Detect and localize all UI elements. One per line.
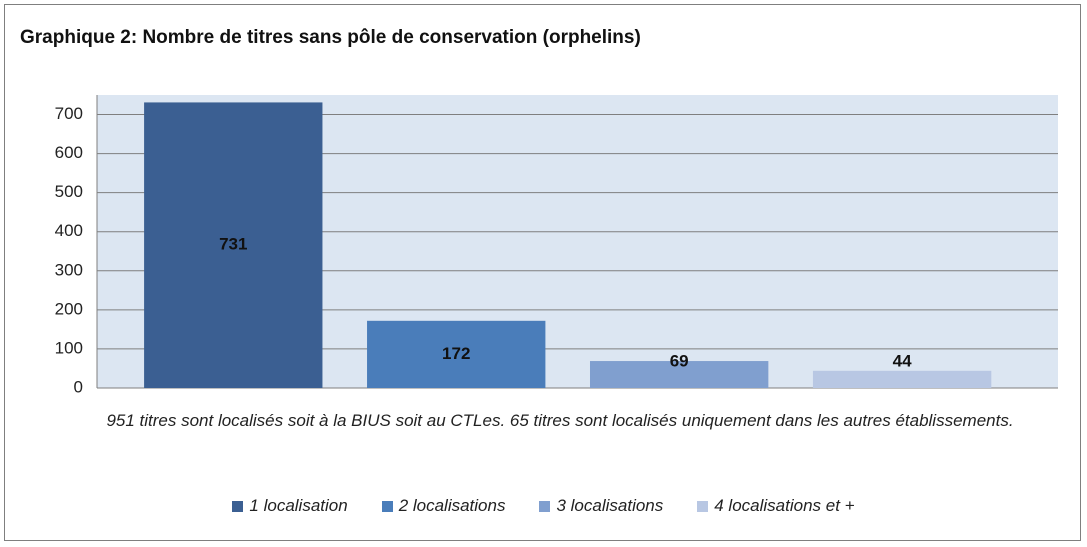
y-tick-label: 400 xyxy=(55,221,83,240)
y-tick-label: 700 xyxy=(55,104,83,123)
legend-label: 4 localisations et + xyxy=(714,496,855,515)
legend: 1 localisation 2 localisations 3 localisat… xyxy=(0,496,1087,516)
y-tick-label: 300 xyxy=(55,260,83,279)
data-label: 69 xyxy=(670,351,689,370)
bar xyxy=(589,361,769,388)
y-tick-label: 100 xyxy=(55,338,83,357)
legend-swatch xyxy=(697,500,709,512)
data-label: 172 xyxy=(442,344,470,363)
chart-title: Graphique 2: Nombre de titres sans pôle … xyxy=(20,27,641,48)
legend-swatch xyxy=(381,500,393,512)
bar xyxy=(144,102,323,388)
legend-label: 1 localisation xyxy=(249,496,348,515)
legend-item: 3 localisations xyxy=(539,496,663,516)
y-tick-label: 600 xyxy=(55,143,83,162)
legend-label: 3 localisations xyxy=(556,496,664,515)
y-tick-label: 500 xyxy=(55,182,83,201)
legend-item: 4 localisations et + xyxy=(697,496,855,516)
legend-item: 2 localisations xyxy=(381,496,506,516)
data-label: 44 xyxy=(893,351,912,370)
y-tick-label: 0 xyxy=(74,377,83,396)
legend-swatch xyxy=(539,500,551,512)
legend-swatch xyxy=(232,500,244,512)
y-tick-label: 200 xyxy=(55,299,83,318)
chart-frame xyxy=(4,4,1081,541)
legend-label: 2 localisations xyxy=(398,496,506,515)
legend-item: 1 localisation xyxy=(232,496,348,516)
data-label: 731 xyxy=(219,235,247,254)
x-axis-label: 951 titres sont localisés soit à la BIUS… xyxy=(106,411,1014,430)
bar xyxy=(367,320,546,388)
bar xyxy=(812,370,992,388)
